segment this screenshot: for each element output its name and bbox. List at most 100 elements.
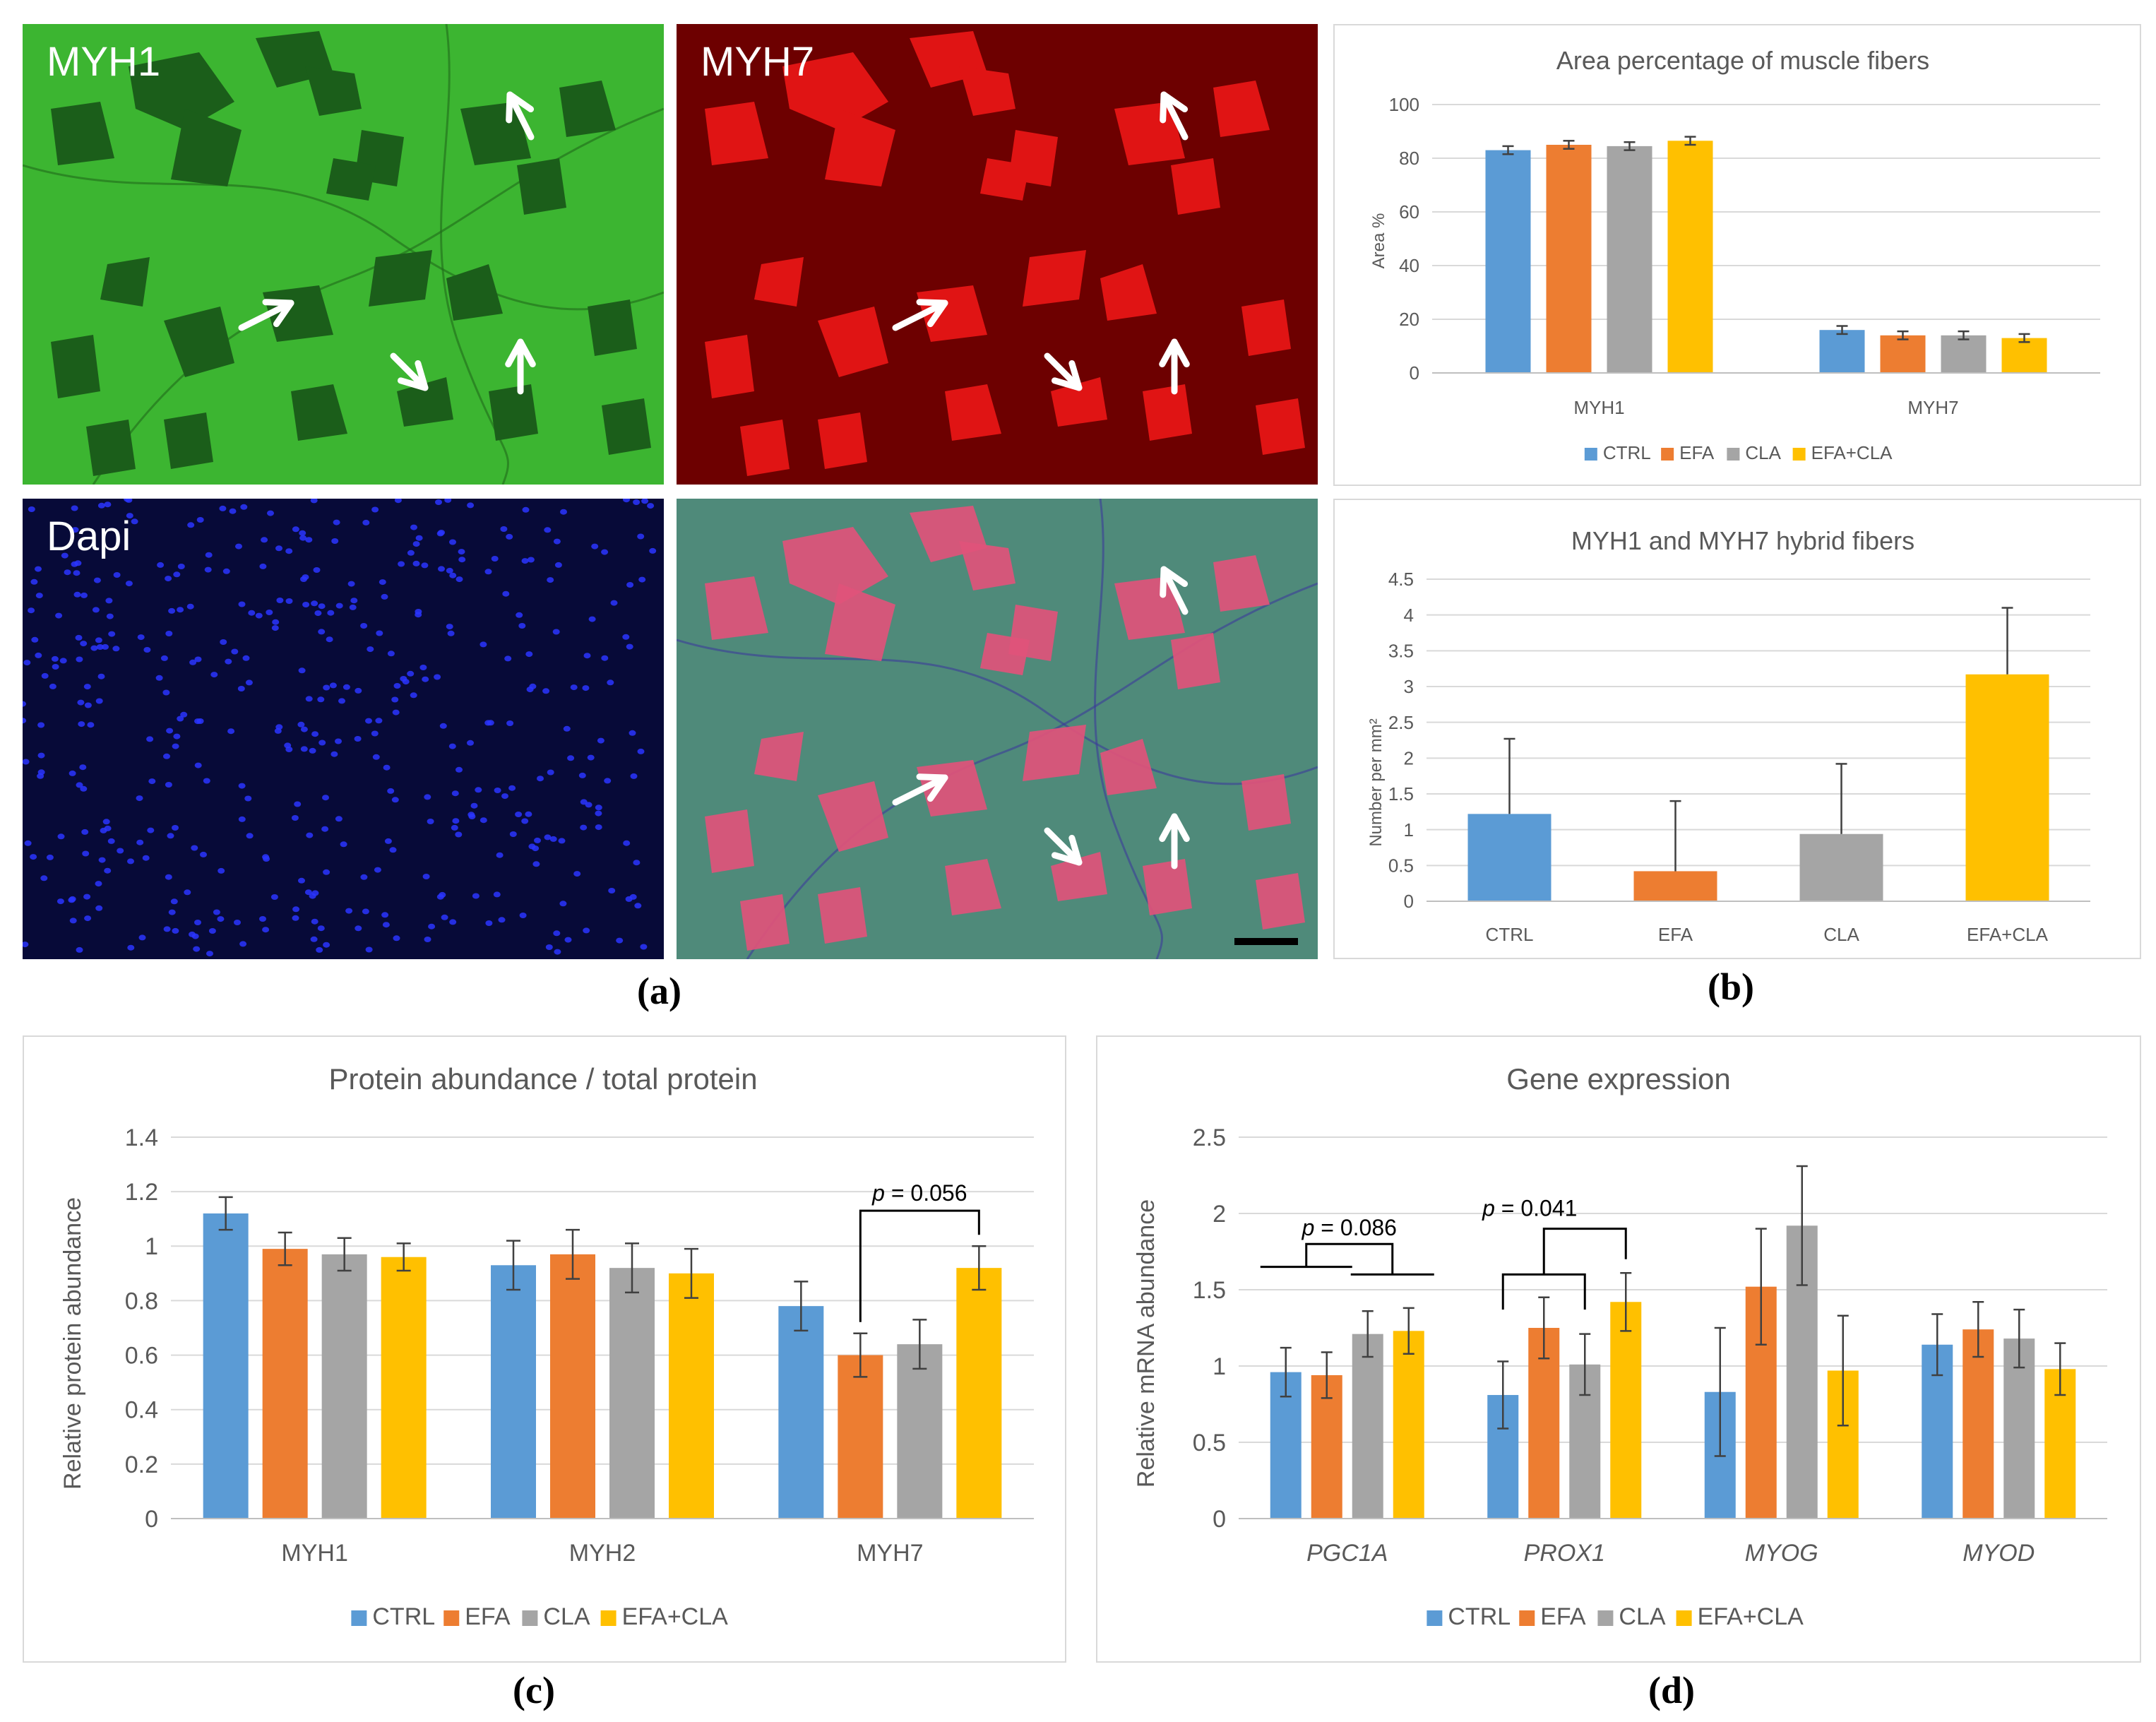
nucleus [210,672,218,678]
legend-label: EFA+CLA [622,1603,729,1630]
nucleus [412,560,420,566]
nucleus [634,903,642,909]
nucleus [294,801,302,807]
nucleus [222,568,230,574]
muscle-fiber [818,307,888,377]
nucleus [95,698,103,704]
nucleus [234,920,241,925]
bar-cla-myh1 [1607,146,1652,373]
nucleus [275,545,282,552]
muscle-fiber [754,732,804,781]
nucleus [587,754,595,761]
legend-swatch-efa-cla [1676,1610,1692,1626]
nucleus [51,655,59,662]
nucleus [41,672,49,679]
x-category-label: MYH1 [1573,397,1624,418]
nucleus [610,600,618,606]
legend-swatch-cla [1727,448,1740,461]
nucleus [59,658,67,664]
nucleus [371,730,379,737]
y-tick-label: 40 [1399,255,1419,276]
nucleus [467,740,474,746]
nucleus [326,636,333,643]
nucleus [127,944,135,951]
nucleus [458,549,465,555]
nucleus [321,826,329,832]
nucleus [291,815,299,821]
nucleus [136,839,144,845]
nucleus [259,916,266,922]
legend-label: EFA+CLA [1811,442,1893,463]
nucleus [177,715,184,722]
muscle-fiber [51,102,114,165]
nucleus [354,736,362,742]
muscle-fiber [818,781,888,852]
bar-efa-myh2 [550,1254,595,1519]
nucleus [104,501,112,508]
nucleus [526,687,534,693]
nucleus [61,552,69,559]
panel-label-b: (b) [1708,966,1754,1008]
nucleus [387,788,395,794]
nucleus [558,838,566,844]
nucleus [467,502,475,509]
nucleus [55,612,63,619]
nucleus [595,804,602,811]
y-tick-label: 1 [1404,819,1414,841]
legend-label: CLA [543,1603,590,1630]
y-tick-label: 1.5 [1388,783,1414,804]
muscle-fiber [1256,398,1305,455]
nucleus [126,513,133,519]
arrow-line [892,299,948,331]
nucleus [449,572,457,578]
nucleus [168,607,176,614]
myh1-image [23,24,664,485]
nucleus [525,651,533,658]
nucleus [92,607,100,613]
muscle-fiber [446,264,503,321]
muscle-fiber [1171,158,1220,215]
nucleus [96,644,104,650]
arrow-line [1044,827,1083,866]
bar-cla-myh7 [1941,335,1987,373]
nucleus [262,854,270,860]
significance-bracket [1305,1242,1394,1275]
nucleus [285,548,293,554]
nucleus [317,696,325,703]
nucleus [509,831,517,837]
nucleus [194,762,202,768]
nucleus [147,827,155,833]
muscle-fiber [980,158,1030,201]
nucleus [142,855,150,861]
tissue-boundary [440,24,509,485]
muscle-fiber [460,102,531,165]
nucleus [532,845,540,852]
nucleus [554,562,562,568]
nucleus [372,754,380,760]
nucleus [148,778,156,785]
nucleus [428,923,436,930]
nucleus [172,743,179,749]
protein-abundance-chart: Protein abundance / total protein Relativ… [59,1062,1034,1630]
nucleus [57,833,65,840]
nucleus [35,566,42,572]
nucleus [95,905,103,911]
nucleus [585,802,592,808]
y-tick-label: 4 [1404,605,1414,626]
y-tick-label: 0 [1404,891,1414,912]
legend-swatch-ctrl [1584,448,1597,461]
nucleus [335,738,342,744]
nucleus [299,535,307,541]
muscle-fiber [1213,555,1270,612]
nucleus [608,888,616,893]
nucleus [362,519,370,525]
nucleus [68,897,76,903]
y-tick-label: 0.8 [125,1288,158,1314]
bar-cla-myod [2003,1338,2035,1519]
y-tick-label: 80 [1399,148,1419,169]
nucleus [125,581,133,587]
x-category-label: PROX1 [1524,1540,1605,1567]
nucleus [318,629,326,635]
bar-efa-cla-myh2 [669,1273,714,1519]
nucleus [382,922,390,928]
